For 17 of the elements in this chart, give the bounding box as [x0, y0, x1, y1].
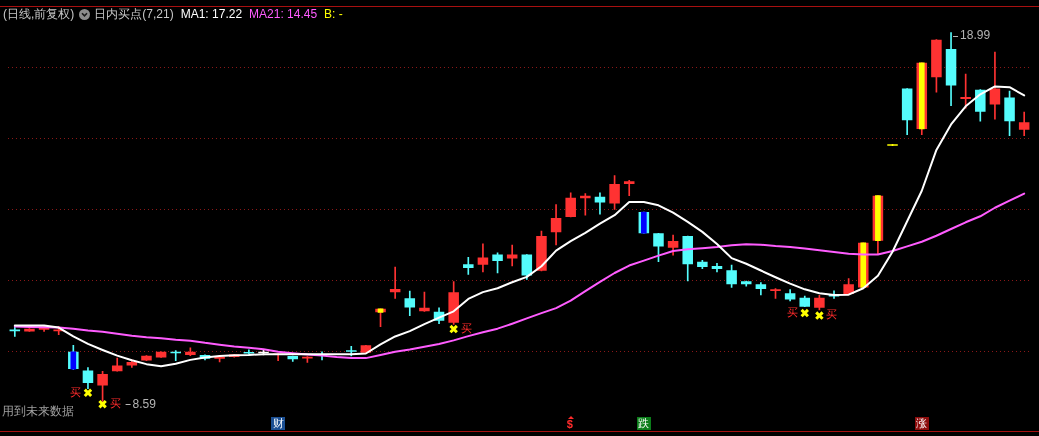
text: 涨	[916, 417, 928, 429]
text: $	[566, 418, 573, 430]
data-label: 买	[109, 397, 121, 411]
data-label: 买	[826, 308, 838, 322]
text: 用到未来数据	[2, 404, 74, 418]
data-label: 买	[69, 385, 81, 399]
annotation: 18.99	[960, 27, 991, 42]
text: MA21: 14.45	[249, 7, 318, 21]
data-label: 买	[786, 305, 798, 319]
data-label: 买	[460, 321, 472, 335]
text: 跌	[638, 417, 650, 429]
annotation: 8.59	[132, 396, 157, 411]
chart-subtitle: 日内买点(7,21)	[94, 7, 174, 21]
chart-title: (日线,前复权)	[3, 7, 75, 21]
text: MA1: 17.22	[180, 7, 243, 21]
text: 财	[272, 417, 284, 429]
text: B: -	[324, 7, 343, 21]
